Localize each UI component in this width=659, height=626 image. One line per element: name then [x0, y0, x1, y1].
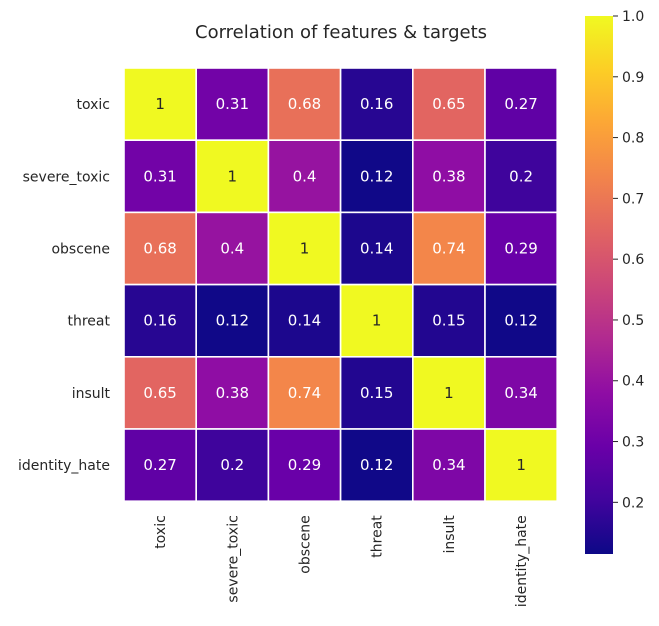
colorbar-tick-label: 0.9 — [622, 70, 644, 86]
heatmap-cell — [339, 283, 414, 358]
row-label: obscene — [51, 242, 110, 258]
cell-value-label: 1 — [372, 312, 382, 330]
cell-value-label: 0.38 — [432, 167, 465, 185]
heatmap-cell — [484, 428, 558, 502]
column-label: threat — [370, 515, 386, 558]
cell-value-label: 0.68 — [288, 95, 321, 113]
row-label: severe_toxic — [23, 169, 110, 185]
cell-value-label: 0.74 — [288, 384, 321, 402]
cell-value-label: 0.16 — [360, 95, 393, 113]
cell-value-label: 0.29 — [288, 456, 321, 474]
heatmap-cell — [411, 355, 486, 430]
colorbar-tick-label: 1.0 — [622, 9, 644, 25]
cell-value-label: 1 — [228, 167, 238, 185]
cell-value-label: 0.2 — [220, 456, 244, 474]
colorbar-tick-label: 0.8 — [622, 131, 644, 147]
cell-value-label: 0.34 — [432, 456, 465, 474]
row-label: insult — [72, 386, 111, 402]
cell-value-label: 0.4 — [220, 240, 244, 258]
heatmap-cell — [411, 283, 486, 358]
heatmap-cell — [484, 283, 558, 358]
cell-value-label: 1 — [300, 240, 310, 258]
cell-value-label: 0.14 — [360, 240, 393, 258]
cell-value-label: 1 — [155, 95, 165, 113]
colorbar-tick-label: 0.6 — [622, 252, 644, 268]
cell-value-label: 0.12 — [360, 167, 393, 185]
heatmap-cell — [484, 139, 558, 214]
heatmap-cell — [195, 211, 270, 286]
cell-value-label: 1 — [444, 384, 454, 402]
heatmap-cell — [411, 428, 486, 502]
cell-value-label: 0.12 — [216, 312, 249, 330]
heatmap-cell — [339, 211, 414, 286]
cell-value-label: 0.38 — [216, 384, 249, 402]
cell-value-label: 0.15 — [360, 384, 393, 402]
cell-value-label: 0.12 — [360, 456, 393, 474]
column-label: severe_toxic — [225, 515, 241, 602]
cell-value-label: 0.16 — [143, 312, 176, 330]
column-label: toxic — [153, 515, 169, 549]
column-label: insult — [442, 515, 458, 554]
heatmap-cell — [123, 67, 197, 141]
heatmap-cell — [339, 355, 414, 430]
heatmap-cell — [195, 139, 270, 214]
heatmap-cell — [123, 428, 197, 502]
colorbar-gradient — [585, 16, 613, 554]
cell-value-label: 0.68 — [143, 240, 176, 258]
column-label: identity_hate — [514, 515, 530, 607]
heatmap-cell — [123, 283, 197, 358]
heatmap-cell — [339, 139, 414, 214]
heatmap-cells — [123, 67, 558, 502]
colorbar-tick-label: 0.3 — [622, 435, 644, 451]
heatmap-cell — [484, 67, 558, 141]
heatmap-cell — [484, 355, 558, 430]
heatmap-cell — [339, 428, 414, 502]
row-label: toxic — [77, 97, 111, 113]
heatmap-cell — [195, 283, 270, 358]
cell-value-label: 0.27 — [143, 456, 176, 474]
cell-value-label: 0.12 — [504, 312, 537, 330]
heatmap-annotations: 1 0.31 0.68 0.16 0.65 0.27 0.31 1 0.4 0.12 0.38 0.2… — [143, 95, 537, 474]
cell-value-label: 0.14 — [288, 312, 321, 330]
heatmap-cell — [267, 355, 342, 430]
row-label: identity_hate — [18, 458, 110, 474]
cell-value-label: 0.27 — [504, 95, 537, 113]
chart-title: Correlation of features & targets — [195, 22, 487, 43]
colorbar-tick-label: 0.4 — [622, 374, 644, 390]
cell-value-label: 0.74 — [432, 240, 465, 258]
row-label: threat — [68, 314, 111, 330]
cell-value-label: 0.2 — [509, 167, 533, 185]
colorbar-tick-label: 0.2 — [622, 495, 644, 511]
cell-value-label: 0.34 — [504, 384, 537, 402]
cell-value-label: 0.29 — [504, 240, 537, 258]
colorbar-tick-label: 0.7 — [622, 191, 644, 207]
cell-value-label: 0.31 — [216, 95, 249, 113]
heatmap-cell — [484, 211, 558, 286]
cell-value-label: 0.31 — [143, 167, 176, 185]
cell-value-label: 0.15 — [432, 312, 465, 330]
cell-value-label: 0.65 — [432, 95, 465, 113]
colorbar: 0.2 0.3 0.4 0.5 0.6 0.7 0.8 0.9 1.0 — [585, 9, 644, 554]
cell-value-label: 1 — [516, 456, 526, 474]
colorbar-tick-label: 0.5 — [622, 313, 644, 329]
heatmap-cell — [195, 67, 270, 141]
column-labels: toxic severe_toxic obscene threat insult iden… — [153, 515, 530, 607]
cell-value-label: 0.4 — [293, 167, 317, 185]
colorbar-ticks: 0.2 0.3 0.4 0.5 0.6 0.7 0.8 0.9 1.0 — [613, 9, 644, 511]
heatmap-cell — [411, 211, 486, 286]
heatmap-cell — [267, 283, 342, 358]
cell-value-label: 0.65 — [143, 384, 176, 402]
column-label: obscene — [298, 515, 314, 574]
